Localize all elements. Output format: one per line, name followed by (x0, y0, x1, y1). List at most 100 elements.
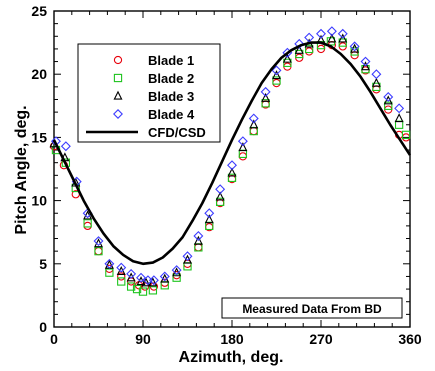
series-blade-2 (51, 37, 411, 296)
data-point (215, 184, 226, 195)
data-point (272, 78, 281, 88)
legend-label: Blade 2 (148, 71, 194, 86)
data-point (249, 126, 258, 136)
data-point (126, 282, 136, 291)
data-point (282, 53, 292, 63)
legend-entry: Blade 4 (113, 107, 195, 122)
data-point (126, 272, 136, 282)
data-point (83, 221, 92, 231)
data-point (337, 28, 348, 39)
series-blade-4 (50, 26, 405, 286)
legend-entry: Blade 2 (113, 71, 194, 86)
data-point (261, 99, 270, 108)
annotation-text: Measured Data From BD (242, 302, 382, 316)
data-point (271, 65, 282, 76)
data-point (215, 197, 225, 207)
data-point (141, 277, 151, 287)
data-point (238, 152, 248, 161)
data-point (93, 236, 104, 247)
data-point (349, 41, 360, 52)
x-tick-label: 360 (398, 331, 422, 347)
data-point (260, 86, 271, 97)
x-tick-label: 90 (135, 331, 151, 347)
data-point (394, 113, 404, 123)
data-point (148, 275, 159, 286)
y-axis-title: Pitch Angle, deg. (13, 105, 30, 234)
y-tick-label: 20 (31, 66, 47, 82)
data-series (49, 26, 412, 296)
data-point (237, 136, 248, 147)
data-point (116, 262, 127, 273)
annotation-frame (221, 297, 403, 319)
data-point (215, 191, 225, 201)
legend-entry: CFD/CSD (86, 125, 206, 140)
data-point (383, 95, 393, 105)
data-point (384, 101, 393, 110)
legend-marker-swatch (113, 109, 123, 119)
x-tick-label: 180 (220, 331, 244, 347)
data-point (159, 271, 170, 282)
axis-ticks: 0 90 180 270 360 0 5 10 15 20 25 (31, 3, 421, 347)
y-tick-label: 0 (39, 319, 47, 335)
data-point (283, 58, 292, 67)
legend-marker-swatch (113, 90, 123, 100)
legend-entry: Blade 3 (113, 89, 194, 104)
data-point (401, 130, 411, 140)
data-point (227, 173, 237, 182)
data-point (272, 70, 281, 80)
legend-label: Blade 4 (148, 107, 195, 122)
data-point (60, 141, 71, 152)
y-tick-label: 25 (31, 3, 47, 19)
data-point (294, 38, 305, 49)
data-point (338, 33, 348, 43)
legend-label: Blade 3 (148, 89, 194, 104)
x-tick-label: 270 (309, 331, 333, 347)
legend-marker-swatch (113, 55, 123, 65)
data-point (140, 282, 150, 291)
data-point (227, 167, 237, 177)
data-point (136, 276, 146, 286)
data-point (316, 28, 326, 39)
data-point (338, 38, 347, 47)
data-point (248, 113, 259, 124)
legend: Blade 1 Blade 2 Blade 3 Blade 4 CFD/CSD (77, 43, 221, 143)
legend-label: Blade 1 (148, 53, 194, 68)
data-point (227, 160, 237, 171)
data-point (204, 214, 214, 224)
data-point (126, 268, 137, 279)
legend-frame (77, 43, 221, 143)
data-point (249, 119, 259, 129)
data-point (327, 33, 337, 43)
data-point (361, 61, 370, 71)
legend-marker-swatch (113, 73, 123, 83)
data-point (294, 44, 304, 54)
data-point (183, 254, 192, 264)
data-point (94, 247, 103, 256)
data-point (116, 266, 126, 276)
data-point (193, 235, 203, 245)
legend-entry: Blade 1 (113, 53, 194, 68)
data-point (371, 77, 381, 87)
data-point (104, 258, 115, 269)
data-point (94, 247, 103, 256)
data-point (326, 26, 337, 37)
data-point (132, 284, 142, 294)
data-point (371, 69, 382, 80)
data-point (372, 85, 381, 94)
y-tick-label: 15 (31, 129, 47, 145)
data-point (117, 272, 126, 281)
legend-label: CFD/CSD (148, 125, 206, 140)
data-point (238, 142, 248, 152)
data-point (360, 56, 371, 67)
data-point (83, 219, 92, 228)
data-point (383, 91, 394, 102)
data-point (394, 103, 405, 114)
data-point (193, 231, 204, 241)
data-point (304, 47, 314, 56)
y-tick-label: 10 (31, 193, 47, 209)
data-point (136, 272, 147, 283)
x-tick-label: 0 (50, 331, 58, 347)
annotation-box: Measured Data From BD (221, 297, 403, 319)
